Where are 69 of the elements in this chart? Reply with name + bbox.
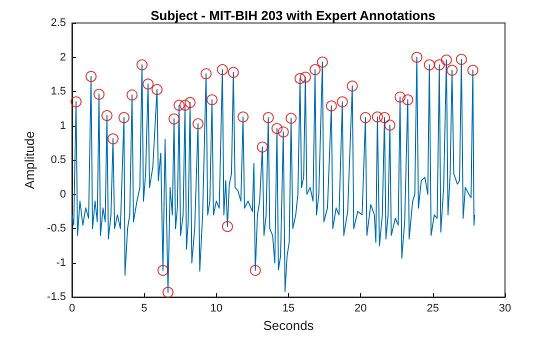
y-tick-label: 0.5 — [50, 154, 66, 166]
x-tick-label: 10 — [210, 302, 222, 315]
point — [86, 70, 97, 82]
y-tick-label: 2 — [60, 51, 66, 64]
point — [271, 123, 282, 134]
point — [384, 120, 396, 131]
x-tick-label: 25 — [426, 302, 439, 315]
point — [316, 56, 328, 68]
point — [250, 264, 261, 276]
y-tick-label: -1 — [56, 256, 66, 269]
point — [168, 113, 180, 124]
point — [206, 94, 218, 106]
point — [184, 96, 196, 108]
point — [456, 54, 467, 65]
chart-title: Subject - MIT-BIH 203 with Expert Annotations — [150, 8, 436, 23]
point — [278, 126, 289, 138]
point — [192, 118, 204, 130]
y-tick-label: -1.5 — [47, 291, 66, 304]
y-tick-label: 1 — [60, 120, 66, 132]
point — [394, 92, 406, 103]
point — [346, 80, 358, 92]
point — [424, 59, 435, 70]
point — [326, 100, 337, 112]
point — [94, 88, 104, 100]
point — [256, 142, 268, 153]
point — [467, 64, 478, 76]
point — [118, 112, 130, 124]
point — [411, 52, 422, 63]
point — [262, 112, 274, 124]
x-tick-label: 30 — [498, 302, 512, 315]
x-tick-label: 15 — [282, 302, 295, 315]
point — [136, 59, 148, 70]
y-tick-label: -0.5 — [47, 222, 66, 235]
point — [157, 264, 168, 276]
point — [200, 68, 212, 80]
point — [294, 73, 306, 84]
point — [70, 96, 82, 108]
point — [101, 110, 112, 122]
point — [152, 84, 163, 95]
point — [372, 111, 383, 122]
point — [440, 54, 452, 66]
point — [360, 112, 371, 124]
point — [336, 96, 348, 108]
point — [238, 111, 249, 122]
point — [402, 94, 414, 106]
point — [174, 100, 185, 111]
point — [222, 221, 233, 232]
x-tick-label: 0 — [68, 302, 76, 315]
point — [216, 64, 228, 76]
point — [310, 64, 321, 76]
point — [126, 89, 138, 100]
point — [162, 286, 174, 298]
point — [108, 133, 118, 144]
point — [434, 59, 445, 70]
point — [142, 78, 154, 90]
point — [180, 100, 191, 111]
x-tick-label: 20 — [354, 302, 367, 315]
point — [228, 66, 239, 78]
point — [378, 112, 390, 124]
point — [446, 64, 458, 76]
y-tick-label: 1.5 — [50, 86, 66, 98]
x-tick-label: 5 — [141, 302, 148, 315]
y-axis-title: Amplitude — [22, 131, 37, 189]
point — [286, 112, 297, 124]
line-series — [72, 56, 476, 293]
x-axis-title: Seconds — [263, 318, 314, 333]
point — [300, 72, 311, 83]
y-tick-label: 2.5 — [50, 17, 66, 29]
y-tick-label: 0 — [60, 188, 66, 200]
